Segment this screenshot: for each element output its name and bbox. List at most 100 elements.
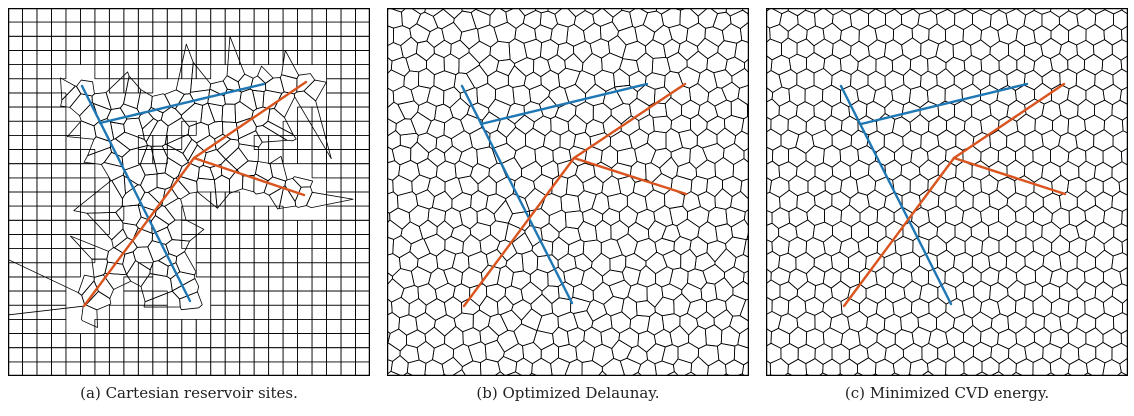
voronoi-cell: [387, 253, 401, 277]
voronoi-cell: [637, 265, 657, 288]
voronoi-cell: [467, 251, 489, 274]
grid-cell: [22, 134, 38, 150]
voronoi-cell: [432, 8, 455, 30]
voronoi-cell: [919, 100, 940, 123]
voronoi-cell: [514, 114, 535, 135]
grid-cell: [297, 248, 313, 264]
grid-cell: [123, 8, 139, 23]
voronoi-cell: [418, 219, 438, 240]
grid-cell: [36, 304, 52, 320]
grid-cell: [36, 177, 52, 193]
voronoi-cell: [91, 258, 108, 278]
voronoi-cell: [533, 330, 555, 351]
voronoi-cell: [796, 280, 816, 302]
grid-cell: [65, 120, 81, 136]
grid-cell: [311, 304, 327, 320]
voronoi-cell: [944, 176, 965, 198]
voronoi-cell: [216, 138, 240, 160]
voronoi-cell: [714, 188, 733, 210]
grid-cell: [94, 177, 110, 193]
voronoi-cell: [713, 69, 733, 89]
voronoi-cell: [459, 27, 480, 50]
grid-cell: [195, 347, 212, 363]
voronoi-cell: [150, 145, 168, 175]
voronoi-cell: [683, 371, 698, 376]
grid-cell: [22, 92, 38, 108]
voronoi-cell: [739, 298, 749, 322]
voronoi-cell: [665, 371, 680, 376]
voronoi-cell: [459, 87, 478, 107]
grid-cell: [65, 361, 81, 376]
voronoi-cell: [564, 210, 584, 230]
grid-cell: [22, 163, 38, 179]
voronoi-cell: [573, 40, 593, 64]
voronoi-cell: [610, 220, 630, 241]
grid-cell: [51, 276, 67, 292]
grid-cell: [297, 361, 313, 376]
voronoi-cell: [970, 39, 991, 61]
grid-cell: [253, 21, 270, 37]
voronoi-cell: [409, 238, 431, 260]
voronoi-cell: [406, 329, 427, 348]
voronoi-cell: [1093, 221, 1115, 245]
voronoi-cell: [891, 54, 912, 76]
voronoi-cell: [611, 339, 633, 362]
voronoi-cell: [487, 70, 509, 90]
grid-cell: [297, 120, 313, 136]
grid-cell: [224, 318, 241, 334]
voronoi-cell: [479, 234, 501, 256]
grid-cell: [355, 361, 370, 376]
voronoi-cell: [427, 147, 446, 167]
voronoi-cell: [666, 52, 688, 74]
grid-cell: [22, 290, 38, 306]
voronoi-cell: [989, 99, 1009, 121]
grid-cell: [51, 50, 67, 66]
grid-cell: [210, 347, 226, 363]
grid-cell: [224, 333, 241, 349]
grid-cell: [340, 290, 356, 306]
grid-cell: [224, 347, 241, 363]
voronoi-cell: [920, 370, 935, 376]
voronoi-cell: [1075, 68, 1096, 92]
voronoi-cell: [443, 116, 465, 140]
mesh-b: [387, 8, 749, 376]
grid-cell: [166, 347, 183, 363]
grid-cell: [311, 333, 327, 349]
grid-cell: [210, 262, 226, 278]
grid-cell: [137, 50, 154, 66]
voronoi-cell: [685, 22, 706, 47]
grid-cell: [224, 234, 241, 250]
grid-cell: [224, 8, 241, 23]
grid-cell: [51, 347, 67, 363]
grid-cell: [108, 347, 125, 363]
voronoi-cell: [408, 298, 427, 319]
voronoi-cell: [1085, 177, 1104, 198]
grid-cell: [36, 262, 52, 278]
grid-cell: [239, 290, 255, 306]
voronoi-cell: [1008, 39, 1025, 61]
grid-cell: [282, 219, 298, 235]
grid-cell: [268, 290, 284, 306]
grid-cell: [8, 318, 23, 334]
voronoi-cell: [855, 174, 877, 196]
voronoi-cell: [910, 265, 929, 287]
voronoi-cell: [1084, 114, 1105, 136]
grid-cell: [22, 361, 38, 376]
voronoi-cell: [628, 128, 650, 150]
grid-cell: [253, 248, 270, 264]
voronoi-cell: [892, 297, 913, 318]
grid-cell: [311, 149, 327, 165]
grid-cell: [282, 8, 298, 23]
voronoi-cell: [689, 236, 709, 258]
grid-cell: [51, 106, 67, 122]
voronoi-cell: [401, 8, 421, 30]
voronoi-cell: [507, 65, 527, 88]
voronoi-cell: [849, 159, 870, 181]
panel-b: [387, 8, 749, 376]
voronoi-cell: [805, 115, 826, 136]
grid-cell: [65, 8, 81, 23]
voronoi-cell: [813, 100, 833, 122]
grid-cell: [311, 347, 327, 363]
voronoi-cell: [697, 344, 720, 367]
grid-cell: [8, 290, 23, 306]
